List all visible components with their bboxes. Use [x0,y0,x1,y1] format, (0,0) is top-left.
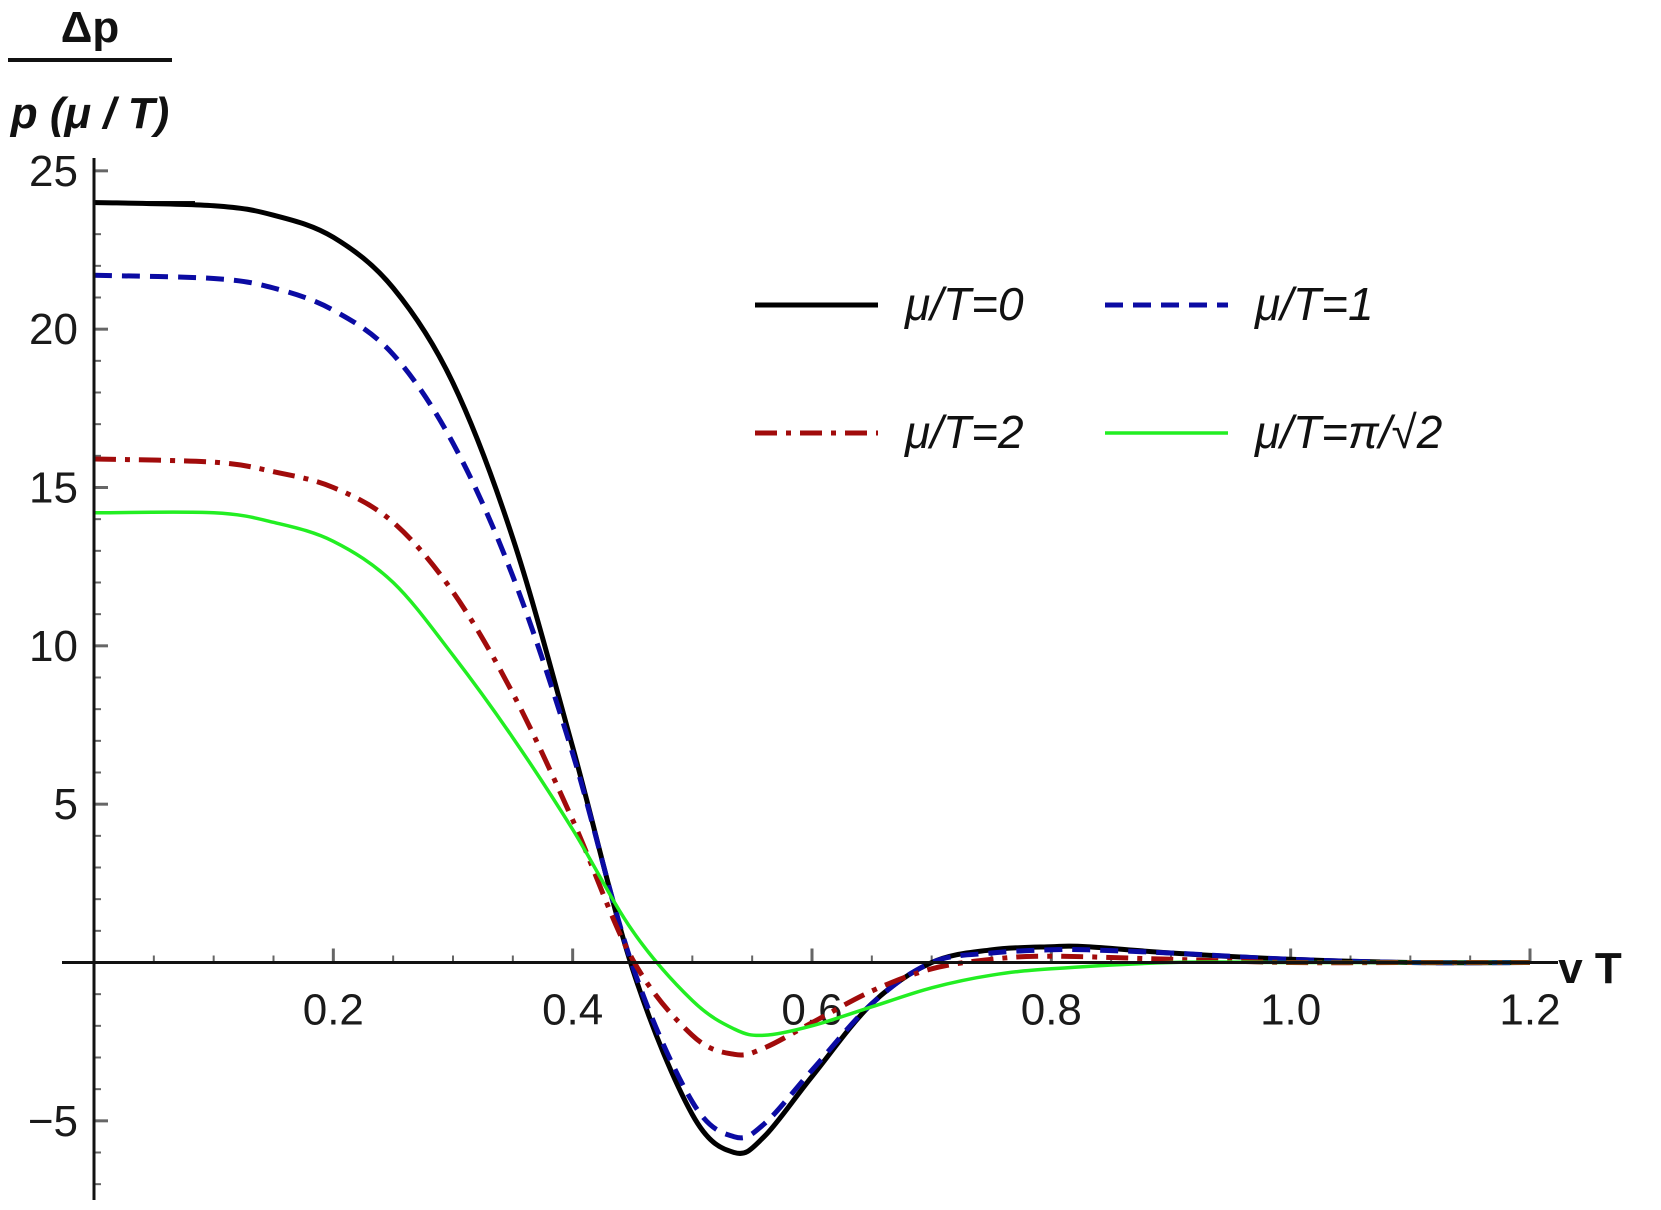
y-axis-label-denominator: p (μ / T) [10,89,170,138]
legend-entry-2: μ/T=2 [755,406,1024,458]
x-tick-label: 0.2 [303,986,364,1035]
series-line-2 [93,456,1530,1058]
series-line-1 [93,272,1531,1141]
legend-label-1: μ/T=1 [1254,278,1374,330]
x-tick-label: 0.8 [1021,986,1082,1035]
legend-label-3: μ/T=π/√2 [1254,406,1442,458]
legend-entry-3: μ/T=π/√2 [1105,406,1442,458]
x-axis-label: v T [1558,944,1622,993]
y-tick-label: −5 [28,1097,78,1146]
y-tick-label: 10 [29,622,78,671]
y-axis-label-numerator: Δp [61,3,120,52]
y-axis-ticks: −5 5 10 15 20 25 [28,147,108,1186]
legend-label-0: μ/T=0 [904,278,1024,330]
y-tick-label: 25 [29,147,78,196]
x-tick-label: 0.4 [542,986,603,1035]
y-tick-label: 15 [29,464,78,513]
legend-label-2: μ/T=2 [904,406,1024,458]
axes [62,158,1558,1200]
legend-entry-1: μ/T=1 [1105,278,1374,330]
x-tick-label: 1.0 [1260,986,1321,1035]
y-tick-label: 5 [54,780,78,829]
y-tick-label: 20 [29,305,78,354]
legend-entry-0: μ/T=0 [755,278,1024,330]
legend: μ/T=0 μ/T=1 μ/T=2 μ/T=π/√2 [755,278,1442,458]
x-tick-label: 1.2 [1499,986,1560,1035]
y-axis-label: Δp p (μ / T) [8,3,172,138]
